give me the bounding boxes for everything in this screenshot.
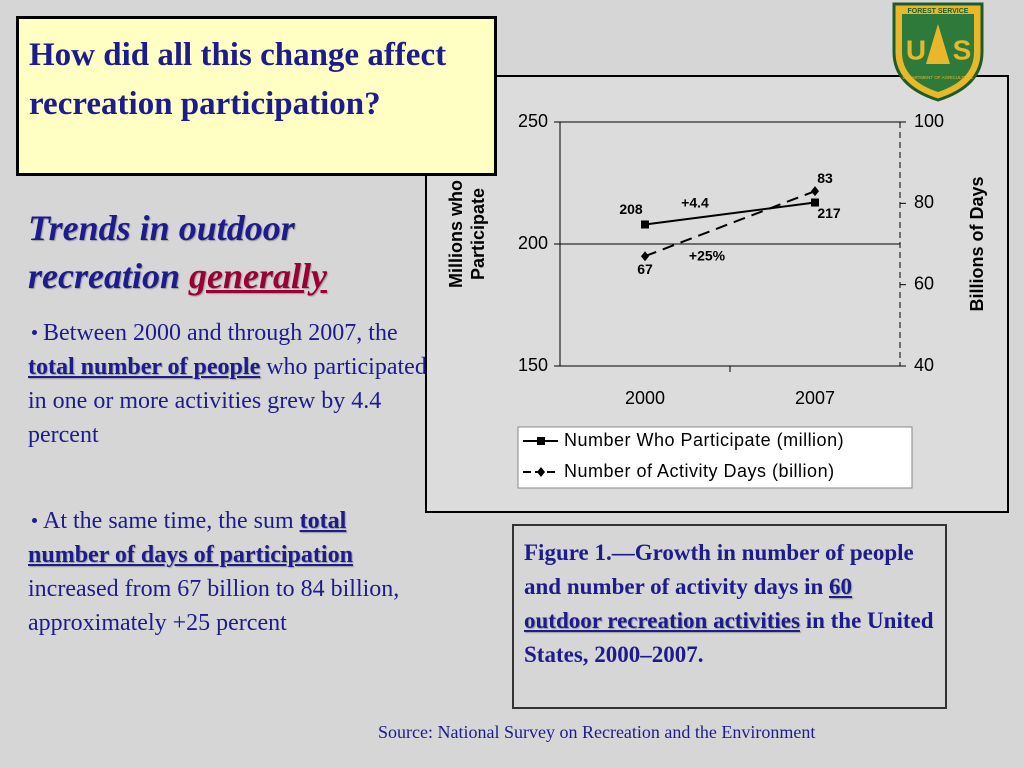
marker bbox=[641, 220, 649, 229]
y2-tick-label: 80 bbox=[914, 192, 934, 212]
y2-tick-label: 100 bbox=[914, 111, 944, 131]
text: increased from 67 billion to 84 billion,… bbox=[28, 576, 400, 636]
x-tick-label: 2000 bbox=[625, 388, 665, 408]
bold-text: 60 outdoor recreation activities bbox=[524, 574, 853, 633]
marker bbox=[641, 251, 649, 262]
bullet: At the same time, the sum total number o… bbox=[28, 504, 428, 640]
bold-text: total number of people bbox=[28, 354, 261, 380]
y2-tick-label: 60 bbox=[914, 273, 934, 293]
bold-text: total number of days of participation bbox=[28, 508, 353, 568]
text: in the United States, 2000–2007. bbox=[524, 608, 934, 667]
legend-marker bbox=[537, 437, 545, 445]
y2-axis-label: Billions of Days bbox=[967, 176, 987, 311]
slide-title: How did all this change affect recreatio… bbox=[16, 16, 497, 176]
logo: FOREST SERVICE U S DEPARTMENT OF AGRICUL… bbox=[892, 2, 984, 102]
heading-main: Trends in outdoor recreation bbox=[28, 208, 295, 296]
y-axis-label: Millions who Participate bbox=[446, 180, 488, 288]
data-label: 83 bbox=[817, 170, 833, 186]
y2-tick-label: 40 bbox=[914, 355, 934, 375]
marker bbox=[811, 198, 819, 207]
heading: Trends in outdoor recreation generally bbox=[28, 204, 418, 300]
text: At the same time, the sum bbox=[43, 508, 294, 534]
y-tick-label: 200 bbox=[518, 233, 548, 253]
annotation: +4.4 bbox=[681, 195, 709, 211]
data-label: 217 bbox=[817, 205, 841, 221]
x-tick-label: 2007 bbox=[795, 388, 835, 408]
data-label: 67 bbox=[637, 261, 653, 277]
legend-label: Number of Activity Days (billion) bbox=[564, 461, 835, 481]
logo-text: DEPARTMENT OF AGRICULTURE bbox=[903, 75, 974, 80]
data-label: 208 bbox=[619, 201, 643, 217]
annotation: +25% bbox=[689, 248, 726, 264]
text: Between 2000 and through 2007, the bbox=[43, 320, 398, 346]
text: who participated in one or more activiti… bbox=[28, 354, 427, 448]
legend-marker bbox=[537, 467, 545, 477]
y-tick-label: 150 bbox=[518, 355, 548, 375]
text: Figure 1.—Growth in number of people and… bbox=[524, 540, 914, 599]
bullet: Between 2000 and through 2007, the total… bbox=[28, 316, 428, 452]
y-tick-label: 250 bbox=[518, 111, 548, 131]
logo-letter: U bbox=[906, 34, 926, 65]
tree bbox=[926, 24, 950, 64]
legend-label: Number Who Participate (million) bbox=[564, 430, 844, 450]
logo-text: FOREST SERVICE bbox=[908, 8, 969, 15]
chart: 150 200 250 40 60 80 100 2000 2007 Millions who Pa… bbox=[425, 75, 1009, 513]
source: Source: National Survey on Recreation an… bbox=[378, 722, 816, 742]
logo-letter: S bbox=[953, 34, 972, 65]
marker bbox=[811, 186, 819, 197]
series-line bbox=[644, 190, 816, 258]
caption: Figure 1.—Growth in number of people and… bbox=[512, 524, 947, 709]
heading-emphasis: generally bbox=[188, 256, 327, 296]
series-line bbox=[644, 201, 816, 226]
legend bbox=[517, 426, 913, 489]
